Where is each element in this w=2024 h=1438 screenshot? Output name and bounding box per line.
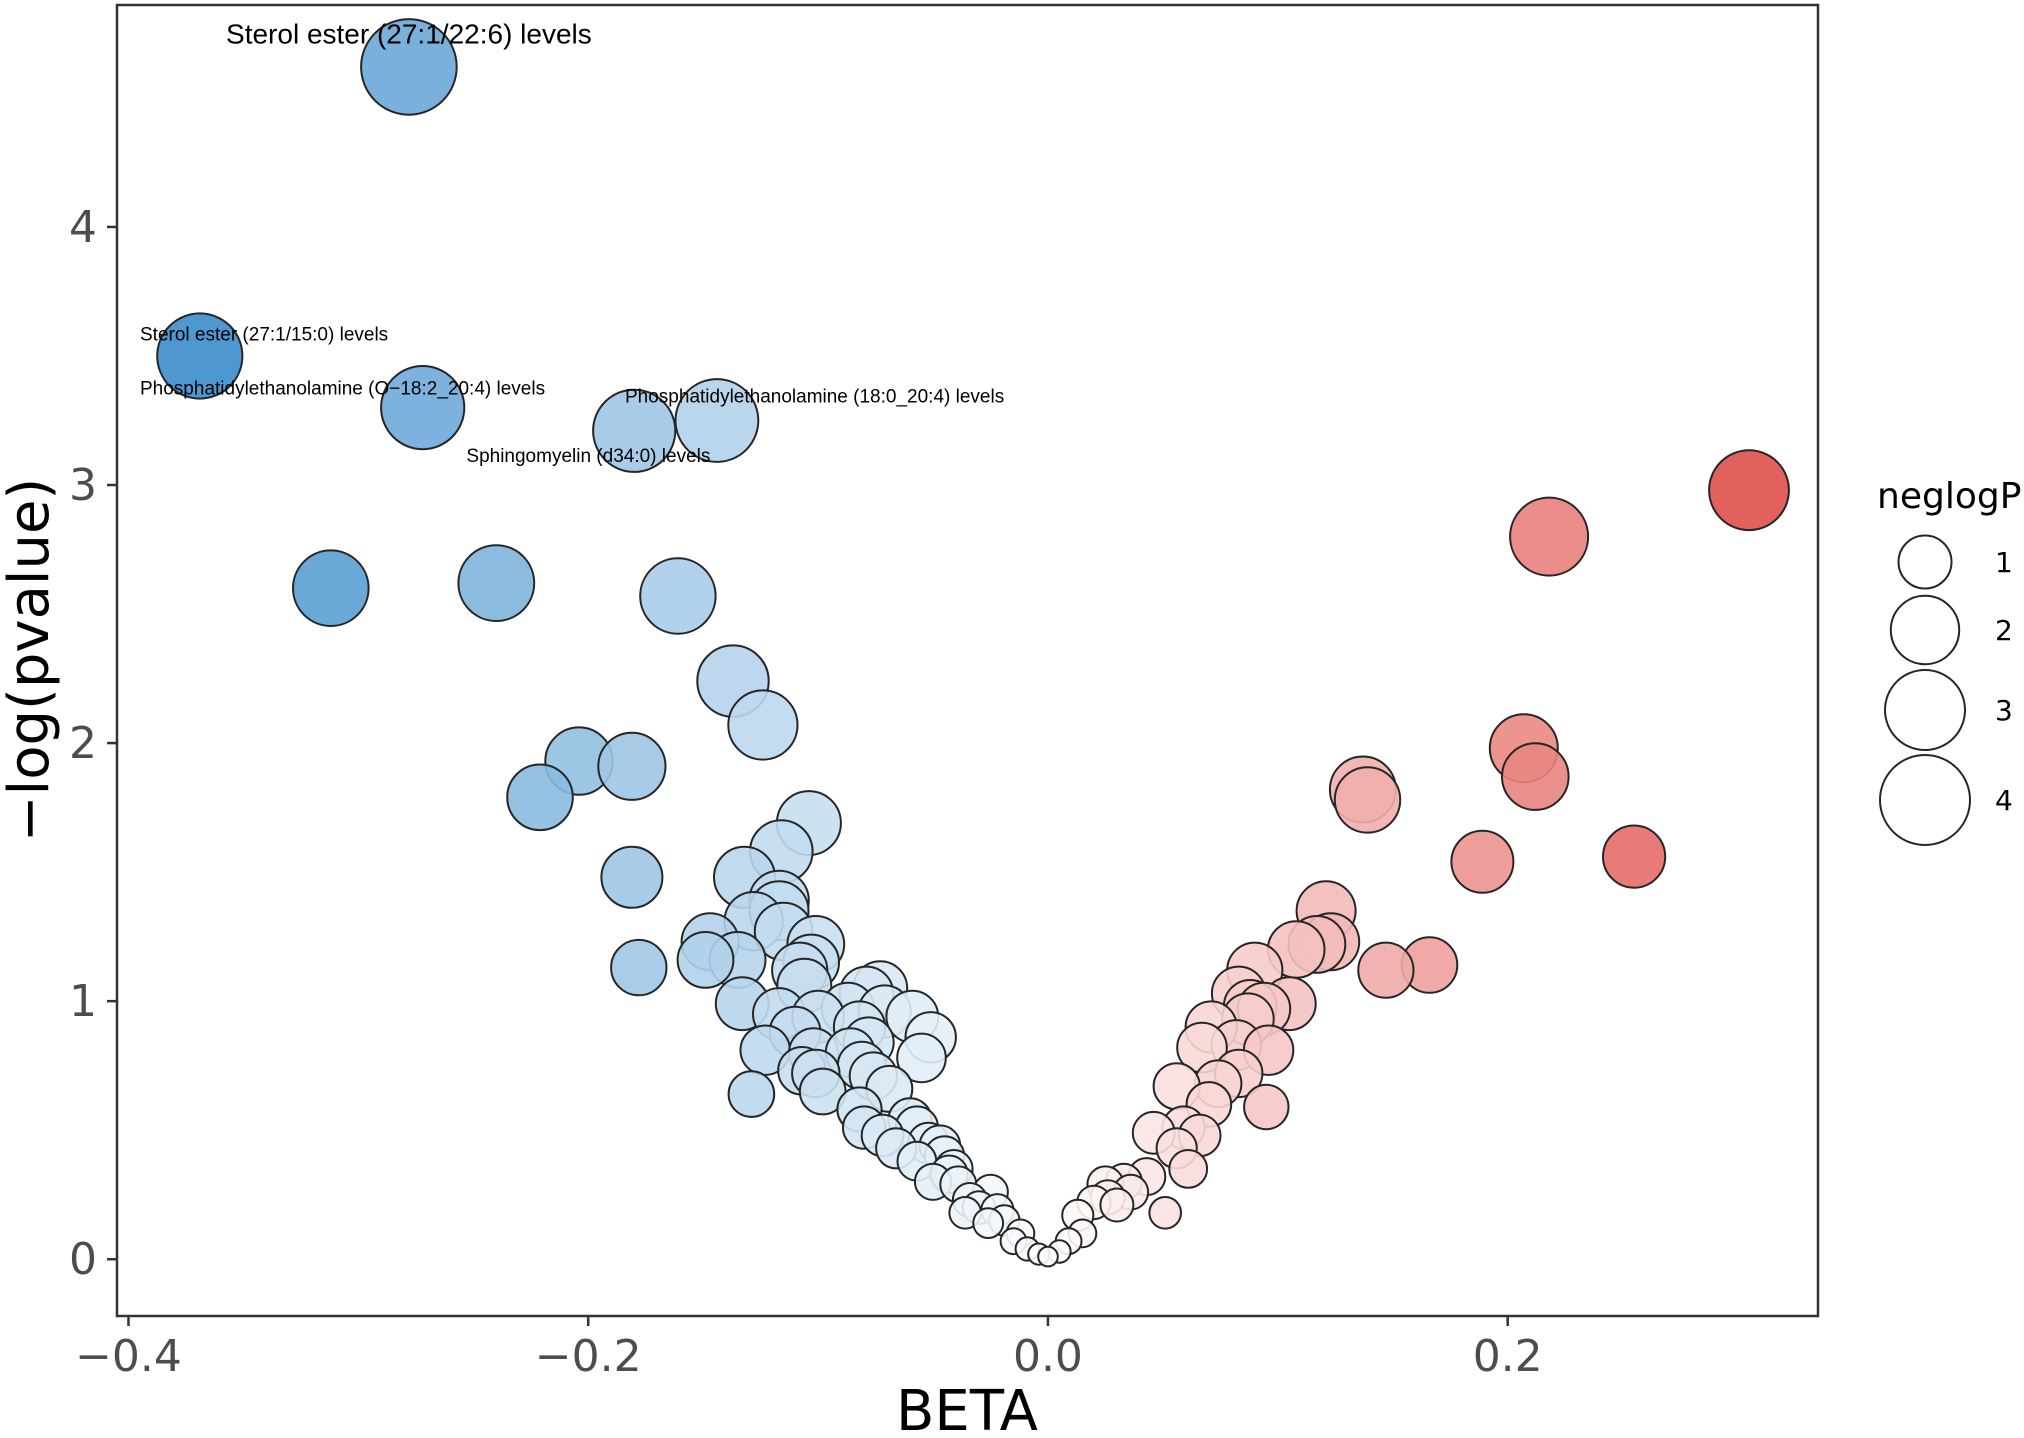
data-point bbox=[1243, 1083, 1290, 1131]
x-tick-label: −0.4 bbox=[75, 1331, 182, 1382]
data-point bbox=[1501, 742, 1570, 811]
data-point bbox=[1509, 496, 1590, 577]
data-point bbox=[1148, 1196, 1182, 1230]
y-tick-label: 0 bbox=[69, 1234, 97, 1285]
legend-key-circle bbox=[1884, 669, 1966, 751]
data-point bbox=[1450, 829, 1515, 894]
y-tick-label: 1 bbox=[69, 976, 97, 1027]
data-point bbox=[1168, 1149, 1209, 1189]
y-tick-label: 3 bbox=[69, 460, 97, 511]
point-annotation: Sphingomyelin (d34:0) levels bbox=[466, 446, 710, 467]
data-point bbox=[457, 544, 536, 622]
data-point bbox=[1099, 1187, 1135, 1223]
data-point bbox=[1037, 1245, 1059, 1268]
plot-border bbox=[115, 3, 1820, 1318]
legend-title: neglogP bbox=[1877, 476, 2021, 517]
data-point bbox=[896, 1032, 947, 1084]
data-point bbox=[506, 763, 574, 832]
data-points bbox=[156, 18, 1790, 1268]
point-annotation: Sterol ester (27:1/15:0) levels bbox=[140, 325, 388, 346]
point-annotation: Phosphatidylethanolamine (18:0_20:4) lev… bbox=[625, 386, 1004, 407]
data-point bbox=[674, 378, 760, 463]
legend-label: 4 bbox=[1995, 784, 2013, 817]
data-point bbox=[972, 1207, 1005, 1239]
data-point bbox=[727, 689, 799, 761]
data-point bbox=[610, 938, 668, 997]
data-point bbox=[380, 365, 466, 451]
data-point bbox=[292, 549, 370, 628]
y-axis: 0 1 2 3 4 bbox=[69, 202, 117, 1285]
x-tick-label: 0.0 bbox=[1013, 1331, 1083, 1382]
legend-key-circle bbox=[1879, 754, 1971, 846]
data-point bbox=[1357, 941, 1415, 999]
legend-label: 3 bbox=[1995, 694, 2013, 727]
data-point bbox=[156, 312, 244, 400]
data-point bbox=[592, 388, 677, 473]
y-axis-title: −log(pvalue) bbox=[0, 478, 62, 843]
plot-panel bbox=[117, 5, 1818, 1316]
data-point bbox=[1333, 766, 1402, 834]
data-point bbox=[1708, 449, 1790, 532]
point-annotation: Sterol ester (27:1/22:6) levels bbox=[226, 19, 592, 50]
data-point bbox=[676, 931, 735, 989]
data-point bbox=[360, 18, 458, 116]
data-point bbox=[1602, 824, 1667, 889]
y-tick-label: 4 bbox=[69, 202, 97, 253]
data-point bbox=[727, 1070, 776, 1118]
x-tick-label: −0.2 bbox=[535, 1331, 642, 1382]
data-point bbox=[597, 731, 667, 801]
data-point bbox=[639, 557, 717, 635]
point-annotation: Phosphatidylethanolamine (O−18:2_20:4) l… bbox=[140, 379, 545, 400]
point-annotations: Sterol ester (27:1/22:6) levels Sterol es… bbox=[140, 19, 1004, 467]
legend-label: 2 bbox=[1995, 614, 2013, 647]
legend-label: 1 bbox=[1995, 546, 2013, 579]
x-axis: −0.4 −0.2 0.0 0.2 bbox=[75, 1316, 1543, 1382]
legend-key-circle bbox=[1897, 534, 1953, 590]
x-axis-title: BETA bbox=[896, 1379, 1038, 1438]
legend-key-circle bbox=[1889, 594, 1961, 666]
x-tick-label: 0.2 bbox=[1473, 1331, 1543, 1382]
size-legend: neglogP 1 2 3 4 bbox=[1877, 476, 2021, 846]
y-tick-label: 2 bbox=[69, 718, 97, 769]
data-point bbox=[600, 845, 664, 909]
